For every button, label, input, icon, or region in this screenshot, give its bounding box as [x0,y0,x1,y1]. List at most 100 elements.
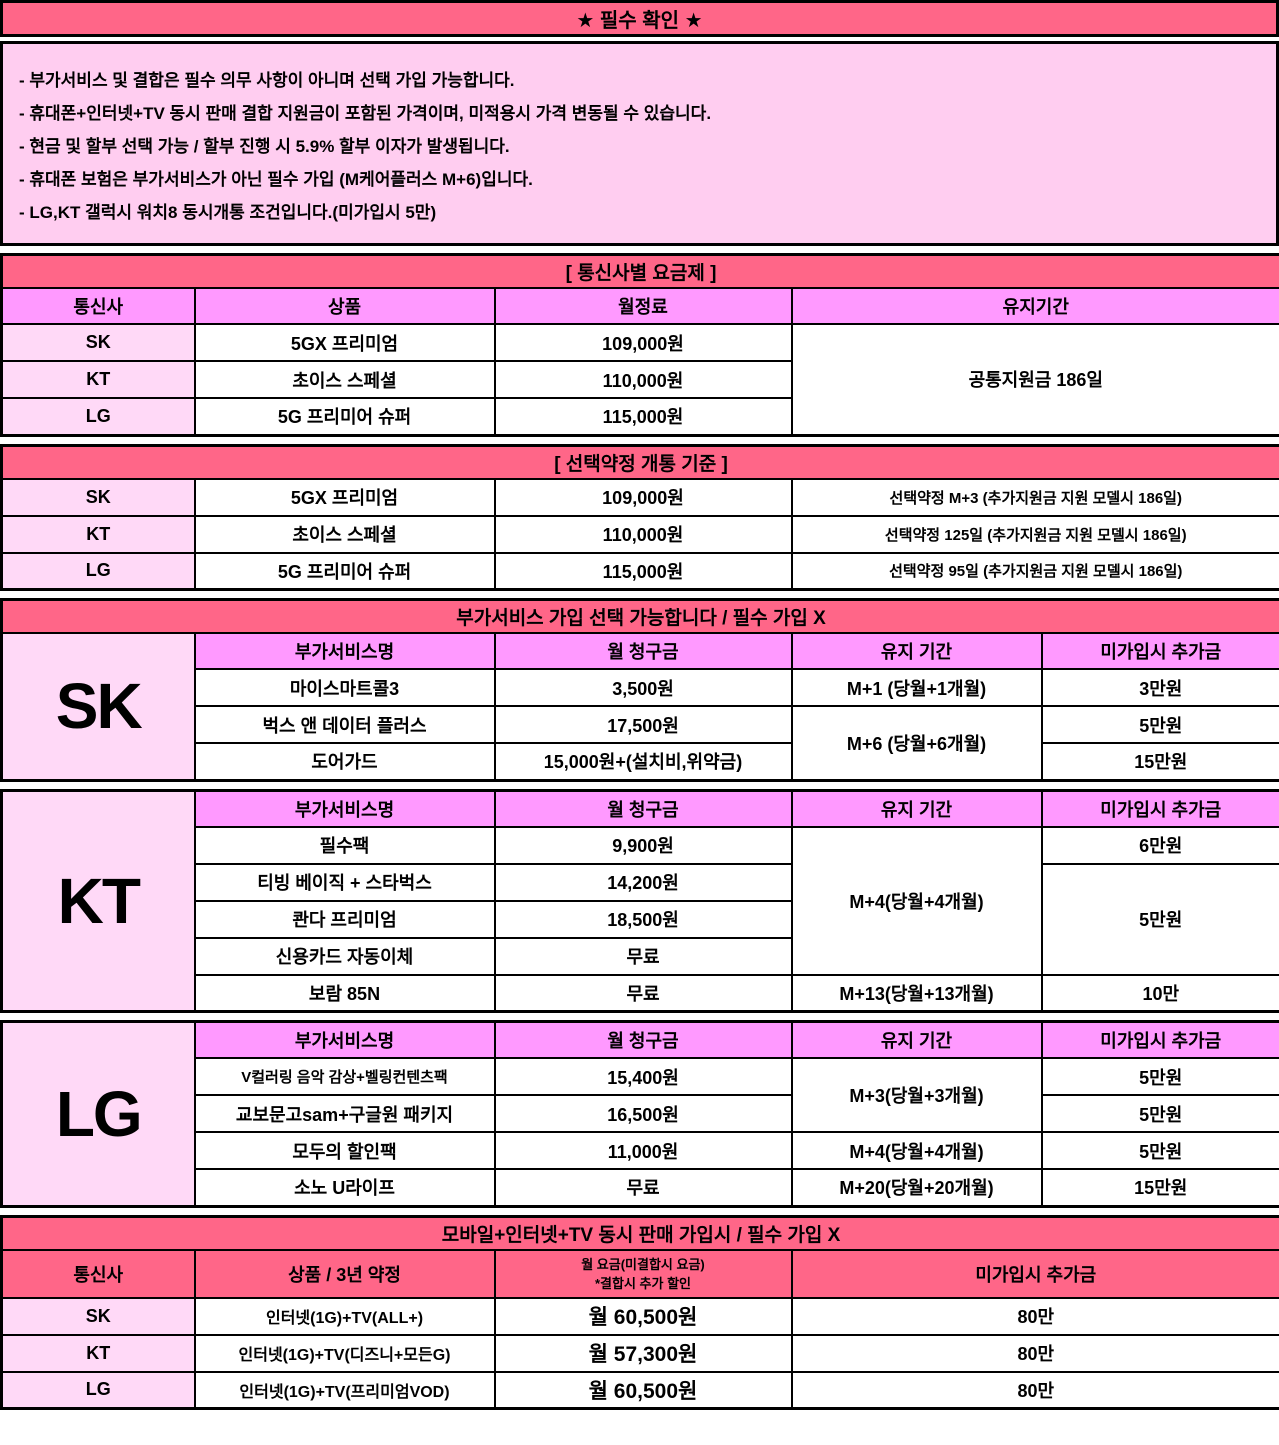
carrier-cell: SK [0,323,196,362]
addon-fee-cell: 15,000원+(설치비,위약금) [493,742,793,781]
addon-header-row: LG 부가서비스명 월 청구금 유지 기간 미가입시 추가금 [0,1020,1279,1207]
table-row: 보람 85N 무료 M+13(당월+13개월) 10만 [1,973,1279,1013]
bundle-product-cell: 인터넷(1G)+TV(디즈니+모든G) [193,1333,496,1373]
addon-penalty-cell: 3만원 [1040,668,1279,707]
addon-period-cell: M+13(당월+13개월) [790,973,1043,1013]
addon-fee-cell: 11,000원 [493,1131,793,1170]
required-check-banner: ★ 필수 확인 ★ [0,0,1279,37]
addon-fee-cell: 3,500원 [493,668,793,707]
col-header-carrier: 통신사 [0,1248,196,1299]
carrier-plan-table: [ 통신사별 요금제 ] 통신사 상품 월정료 유지기간 SK 5GX 프리미엄… [0,253,1279,437]
addon-section-title: 부가서비스 가입 선택 가능합니다 / 필수 가입 X [0,598,1279,634]
addon-period-merged-cell: M+6 (당월+6개월) [790,705,1043,781]
addon-period-merged-cell: M+3(당월+3개월) [790,1057,1043,1133]
contract-note-cell: 선택약정 125일 (추가지원금 지원 모델시 186일) [790,514,1279,554]
carrier-cell: KT [0,1333,196,1373]
col-header-bundle-fee: 월 요금(미결합시 요금) *결합시 추가 할인 [493,1248,793,1299]
note-line: - 현금 및 할부 선택 가능 / 할부 진행 시 5.9% 할부 이자가 발생… [19,137,510,156]
addon-name-cell: 티빙 베이직 + 스타벅스 [193,862,496,902]
product-cell: 초이스 스페셜 [193,514,496,554]
fee-cell: 115,000원 [493,551,793,591]
carrier-cell: LG [0,397,196,436]
addon-fee-cell: 무료 [493,973,793,1013]
table-row: 벅스 앤 데이터 플러스 17,500원 M+6 (당월+6개월) 5만원 [1,705,1279,781]
col-header-product-contract: 상품 / 3년 약정 [193,1248,496,1299]
bundle-table-title: 모바일+인터넷+TV 동시 판매 가입시 / 필수 가입 X [0,1215,1279,1251]
addon-fee-cell: 무료 [493,1168,793,1207]
note-line: - LG,KT 갤럭시 워치8 동시개통 조건입니다.(미가입시 5만) [19,203,437,222]
addon-penalty-cell: 5만원 [1040,1131,1279,1170]
carrier-cell: LG [0,551,196,591]
fee-cell: 110,000원 [493,514,793,554]
bundle-header-row: 통신사 상품 / 3년 약정 월 요금(미결합시 요금) *결합시 추가 할인 … [0,1248,1279,1299]
col-header-product: 상품 [193,287,496,325]
carrier-label-lg: LG [0,1020,196,1207]
col-header-addon-name: 부가서비스명 [193,1020,496,1059]
table-row: 필수팩 9,900원 M+4(당월+4개월) 6만원 [1,825,1279,976]
product-cell: 초이스 스페셜 [193,360,496,399]
plan-header-row: 통신사 상품 월정료 유지기간 [0,287,1279,325]
addon-name-cell: 필수팩 [193,825,496,865]
addon-name-cell: 벅스 앤 데이터 플러스 [193,705,496,744]
bundle-table: 모바일+인터넷+TV 동시 판매 가입시 / 필수 가입 X 통신사 상품 / … [0,1214,1279,1410]
addon-name-cell: 교보문고sam+구글원 패키지 [193,1094,496,1133]
col-header-retention: 유지기간 [790,287,1279,325]
addon-name-cell: 보람 85N [193,973,496,1013]
col-header-carrier: 통신사 [0,287,196,325]
bundle-penalty-cell: 80만 [790,1333,1279,1373]
col-header-addon-fee: 월 청구금 [493,1020,793,1059]
table-row: LG 5G 프리미어 슈퍼 115,000원 선택약정 95일 (추가지원금 지… [0,551,1279,591]
fee-cell: 110,000원 [493,360,793,399]
carrier-cell: LG [0,1370,196,1410]
addon-penalty-cell: 5만원 [1040,705,1279,744]
addon-fee-cell: 16,500원 [493,1094,793,1133]
product-cell: 5GX 프리미엄 [193,323,496,362]
product-cell: 5G 프리미어 슈퍼 [193,397,496,436]
addon-name-cell: 신용카드 자동이체 [193,936,496,976]
bundle-fee-cell: 월 57,300원 [493,1333,793,1373]
table-row: KT 인터넷(1G)+TV(디즈니+모든G) 월 57,300원 80만 [0,1333,1279,1373]
fee-cell: 109,000원 [493,477,793,517]
carrier-cell: SK [0,1296,196,1336]
table-row: SK 인터넷(1G)+TV(ALL+) 월 60,500원 80만 [0,1296,1279,1336]
carrier-label-sk: SK [0,632,196,781]
table-row: 티빙 베이직 + 스타벅스 14,200원 5만원 [1,862,1279,976]
table-row: 마이스마트콜3 3,500원 M+1 (당월+1개월) 3만원 [1,668,1279,707]
bundle-fee-header-line2: *결합시 추가 할인 [594,1275,691,1291]
addon-period-merged-cell: M+4(당월+4개월) [790,825,1043,976]
table-row: 소노 U라이프 무료 M+20(당월+20개월) 15만원 [1,1168,1279,1207]
bundle-penalty-cell: 80만 [790,1370,1279,1410]
table-row: 도어가드 15,000원+(설치비,위약금) 15만원 [1,742,1279,781]
addon-penalty-cell: 5만원 [1040,1094,1279,1133]
addon-header-row: KT 부가서비스명 월 청구금 유지 기간 미가입시 추가금 [0,789,1279,1013]
addon-name-cell: 소노 U라이프 [193,1168,496,1207]
bundle-fee-header-line1: 월 요금(미결합시 요금) [581,1256,705,1272]
addon-name-cell: 도어가드 [193,742,496,781]
col-header-addon-penalty: 미가입시 추가금 [1040,632,1279,670]
table-row: LG 인터넷(1G)+TV(프리미엄VOD) 월 60,500원 80만 [0,1370,1279,1410]
addon-period-cell: M+20(당월+20개월) [790,1168,1043,1207]
addon-period-cell: M+1 (당월+1개월) [790,668,1043,707]
addon-fee-cell: 17,500원 [493,705,793,744]
col-header-addon-period: 유지 기간 [790,632,1043,670]
sk-addon-table: 부가서비스 가입 선택 가능합니다 / 필수 가입 X SK 부가서비스명 월 … [0,598,1279,782]
addon-name-cell: 콴다 프리미엄 [193,899,496,939]
fee-cell: 109,000원 [493,323,793,362]
addon-fee-cell: 9,900원 [493,825,793,865]
col-header-addon-name: 부가서비스명 [193,789,496,828]
price-sheet: ★ 필수 확인 ★ - 부가서비스 및 결합은 필수 의무 사항이 아니며 선택… [0,0,1279,1410]
addon-penalty-merged-cell: 5만원 [1040,862,1279,976]
note-line: - 부가서비스 및 결합은 필수 의무 사항이 아니며 선택 가입 가능합니다. [19,71,515,90]
fee-cell: 115,000원 [493,397,793,436]
addon-fee-cell: 15,400원 [493,1057,793,1096]
addon-fee-cell: 14,200원 [493,862,793,902]
bundle-product-cell: 인터넷(1G)+TV(프리미엄VOD) [193,1370,496,1410]
product-cell: 5GX 프리미엄 [193,477,496,517]
col-header-addon-fee: 월 청구금 [493,789,793,828]
addon-fee-cell: 무료 [493,936,793,976]
bundle-fee-cell: 월 60,500원 [493,1370,793,1410]
table-row: KT 초이스 스페셜 110,000원 선택약정 125일 (추가지원금 지원 … [0,514,1279,554]
notes-box: - 부가서비스 및 결합은 필수 의무 사항이 아니며 선택 가입 가능합니다.… [0,41,1279,246]
select-table-title: [ 선택약정 개통 기준 ] [0,444,1279,480]
addon-penalty-cell: 10만 [1040,973,1279,1013]
